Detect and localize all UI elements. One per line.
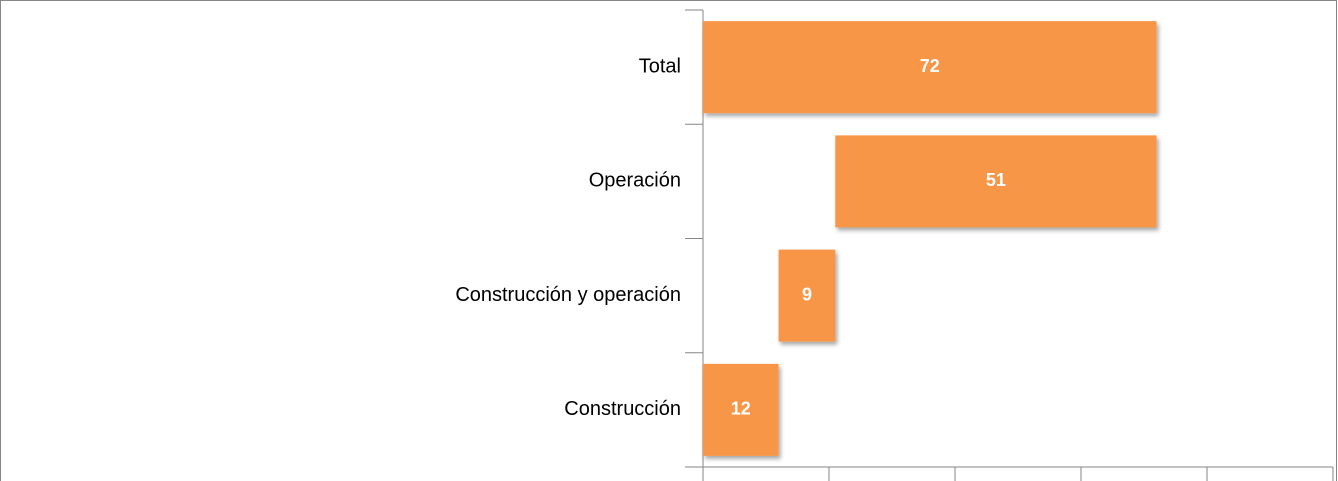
bar [778,249,836,342]
value-label: 12 [731,399,751,419]
bar [835,135,1157,228]
category-label: Construcción y operación [455,284,681,306]
category-label: Total [639,55,681,77]
value-label: 51 [986,170,1006,190]
value-label: 72 [920,56,940,76]
category-label: Operación [589,170,681,192]
bar [703,21,1157,114]
bar [703,363,779,456]
value-label: 9 [802,284,812,304]
category-label: Construcción [564,398,681,420]
